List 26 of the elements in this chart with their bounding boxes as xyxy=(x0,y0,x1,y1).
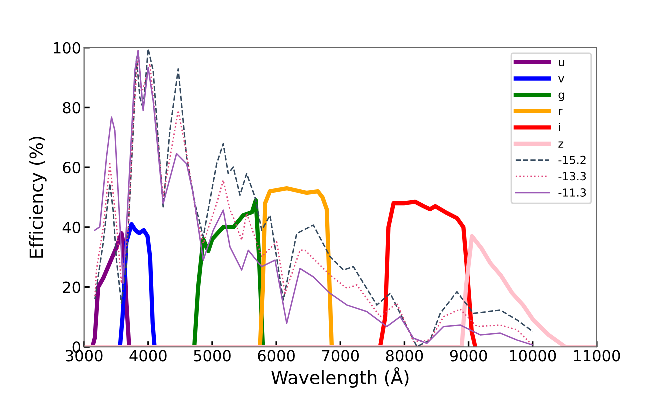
x-tick-label: 5000 xyxy=(194,350,231,362)
legend-label: v xyxy=(558,76,564,83)
legend-label: -13.3 xyxy=(558,172,586,181)
legend-label: -15.2 xyxy=(558,156,586,164)
legend-label: -11.3 xyxy=(558,188,586,197)
y-tick-label: 60 xyxy=(63,162,81,174)
legend-label: r xyxy=(559,109,563,116)
x-tick-label: 11000 xyxy=(574,350,620,362)
y-tick-label: 20 xyxy=(63,282,81,294)
x-tick-label: 10000 xyxy=(510,350,556,362)
legend-label: g xyxy=(558,92,564,102)
legend-label: u xyxy=(559,60,564,66)
line-series xyxy=(378,200,478,348)
y-tick-label: 40 xyxy=(62,222,81,234)
x-tick-label: 6000 xyxy=(258,350,295,362)
x-tick-label: 7000 xyxy=(322,350,360,362)
y-axis-title: Efficiency (%) xyxy=(29,136,47,258)
y-tick-label: 80 xyxy=(63,102,81,114)
y-tick-label: 100 xyxy=(54,42,81,54)
legend-label: i xyxy=(559,123,560,132)
x-axis-title: Wavelength (Å) xyxy=(272,367,409,388)
x-tick-label: 4000 xyxy=(130,350,167,362)
x-tick-label: 8000 xyxy=(386,350,424,362)
legend-label: z xyxy=(558,142,564,148)
line-series xyxy=(258,186,334,348)
x-tick-label: 9000 xyxy=(450,350,488,362)
